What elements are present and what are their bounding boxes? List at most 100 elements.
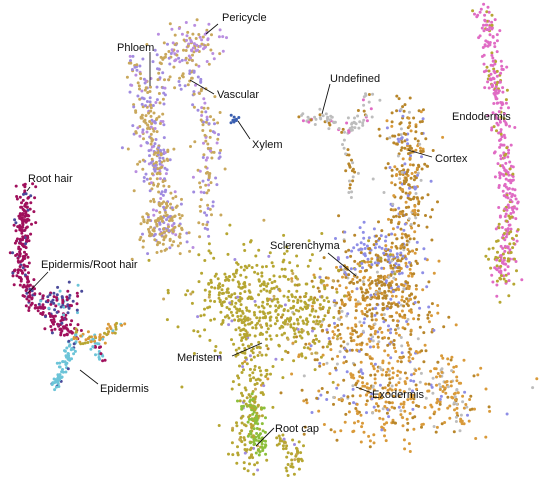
umap-point	[272, 286, 276, 290]
umap-point	[504, 273, 508, 277]
umap-point	[252, 427, 256, 431]
umap-point	[402, 246, 406, 250]
umap-point	[315, 396, 319, 400]
umap-point	[444, 391, 448, 395]
umap-point	[206, 207, 210, 210]
umap-point	[390, 270, 394, 274]
umap-point	[365, 295, 369, 299]
umap-point	[198, 334, 202, 338]
umap-point	[498, 118, 502, 122]
umap-point	[367, 239, 371, 243]
umap-point	[289, 452, 293, 456]
umap-point	[220, 292, 224, 295]
umap-point	[495, 39, 499, 43]
umap-point	[327, 324, 331, 328]
umap-point	[488, 77, 492, 81]
umap-point	[182, 48, 185, 52]
umap-point	[304, 342, 308, 346]
umap-point	[384, 166, 388, 170]
umap-point	[205, 60, 209, 63]
umap-point	[153, 151, 157, 155]
umap-point	[344, 169, 348, 173]
umap-point	[313, 358, 317, 362]
umap-point	[374, 408, 378, 412]
umap-point	[320, 295, 324, 299]
umap-point	[279, 391, 283, 395]
umap-point	[346, 395, 350, 399]
umap-point	[339, 315, 343, 319]
umap-point	[210, 156, 214, 160]
umap-point	[387, 258, 391, 262]
umap-point	[125, 75, 129, 79]
umap-point	[166, 42, 169, 46]
umap-point	[327, 342, 331, 346]
umap-point	[482, 29, 486, 33]
umap-point	[230, 293, 234, 297]
umap-point	[354, 298, 358, 302]
umap-point	[162, 102, 166, 106]
umap-point	[356, 412, 359, 416]
umap-point	[400, 295, 404, 299]
umap-point	[146, 91, 150, 94]
umap-point	[243, 281, 247, 285]
umap-point	[34, 185, 38, 189]
umap-point	[135, 68, 139, 72]
umap-point	[365, 268, 368, 272]
umap-point	[261, 265, 264, 269]
umap-point	[215, 183, 219, 187]
umap-point	[223, 167, 227, 171]
umap-point	[297, 355, 301, 359]
umap-point	[161, 112, 165, 116]
umap-point	[268, 316, 272, 320]
umap-point	[144, 114, 148, 118]
umap-point	[284, 466, 288, 470]
umap-point	[503, 136, 507, 140]
label-root-cap: Root cap	[275, 423, 319, 435]
umap-point	[271, 365, 275, 368]
umap-point	[161, 193, 165, 197]
umap-point	[387, 217, 390, 221]
umap-point	[418, 306, 422, 310]
umap-point	[372, 433, 376, 437]
umap-point	[178, 76, 182, 80]
umap-point	[341, 143, 344, 146]
umap-point	[236, 451, 240, 455]
umap-point	[389, 331, 392, 335]
umap-point	[53, 314, 57, 318]
umap-point	[120, 323, 124, 327]
label-epidermis-root-hair: Epidermis/Root hair	[41, 259, 138, 271]
umap-point	[243, 443, 247, 447]
umap-point	[401, 188, 404, 191]
umap-point	[169, 202, 172, 206]
umap-point	[21, 198, 25, 202]
umap-point	[386, 353, 390, 357]
umap-point	[413, 137, 417, 141]
umap-point	[238, 292, 242, 295]
umap-point	[75, 308, 79, 312]
umap-point	[495, 264, 499, 268]
umap-point	[251, 326, 255, 330]
umap-point	[141, 57, 145, 61]
umap-point	[168, 75, 172, 79]
umap-point	[148, 100, 152, 104]
umap-point	[513, 126, 517, 129]
umap-point	[50, 328, 54, 332]
umap-point	[498, 145, 502, 149]
umap-point	[373, 332, 377, 336]
umap-point	[293, 458, 297, 462]
umap-point	[61, 360, 65, 364]
umap-point	[503, 215, 507, 218]
umap-point	[18, 283, 22, 287]
umap-point	[290, 277, 294, 281]
umap-point	[304, 292, 308, 295]
umap-point	[184, 56, 188, 60]
umap-point	[336, 334, 340, 338]
umap-point	[409, 328, 413, 332]
umap-point	[494, 97, 498, 101]
umap-point	[339, 268, 343, 272]
umap-point	[412, 379, 416, 383]
umap-point	[194, 63, 198, 67]
umap-point	[409, 397, 413, 401]
umap-point	[205, 191, 209, 195]
umap-point	[259, 369, 262, 373]
